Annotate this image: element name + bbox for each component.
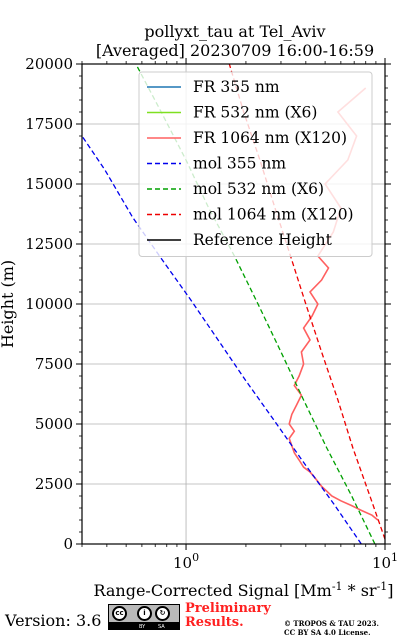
- y-tick-label: 5000: [35, 415, 73, 433]
- sa-label: SA: [158, 624, 165, 630]
- legend-entry: Reference Height: [193, 231, 333, 249]
- legend-entry: FR 355 nm: [193, 78, 280, 96]
- y-tick-label: 10000: [25, 295, 73, 313]
- legend-entry: FR 532 nm (X6): [193, 104, 317, 122]
- x-axis-label: Range-Corrected Signal [Mm-1 * sr-1]: [93, 580, 393, 600]
- by-icon: i: [137, 606, 152, 621]
- preliminary-line2: Results.: [185, 615, 244, 630]
- axis-labels: Height (m) Range-Corrected Signal [Mm-1 *…: [0, 260, 394, 600]
- chart-title-line2: [Averaged] 20230709 16:00-16:59: [95, 41, 375, 60]
- legend-entry: mol 1064 nm (X120): [193, 206, 354, 224]
- y-tick-label: 7500: [35, 355, 73, 373]
- y-tick-label: 2500: [35, 475, 73, 493]
- preliminary-line1: Preliminary: [185, 601, 271, 616]
- cc-icon: cc: [112, 606, 127, 621]
- copyright-notice: © TROPOS & TAU 2023. CC BY SA 4.0 Licens…: [284, 619, 379, 637]
- x-tick-label: 101: [372, 551, 398, 572]
- y-tick-label: 0: [63, 535, 73, 553]
- by-label: BY: [139, 624, 146, 630]
- legend-entry: mol 532 nm (X6): [193, 180, 324, 198]
- y-axis-label: Height (m): [0, 260, 17, 348]
- series-line: [135, 64, 376, 544]
- copyright-line2: CC BY SA 4.0 License.: [284, 628, 371, 637]
- y-tick-label: 12500: [25, 235, 73, 253]
- y-tick-label: 20000: [25, 55, 73, 73]
- y-tick-label: 17500: [25, 115, 73, 133]
- legend-entry: mol 355 nm: [193, 155, 286, 173]
- legend: FR 355 nm FR 532 nm (X6) FR 1064 nm (X120)…: [138, 71, 373, 257]
- y-tick-label: 15000: [25, 175, 73, 193]
- version-label: Version: 3.6: [5, 611, 102, 630]
- cc-license-badge: cc i ↻ BY SA: [108, 604, 180, 630]
- series-line: [82, 135, 362, 544]
- preliminary-notice: Preliminary Results.: [185, 602, 271, 630]
- axis-ticks: 0 2500 5000 7500 10000 12500 15000 17500 20000 10…: [25, 55, 398, 572]
- copyright-line1: © TROPOS & TAU 2023.: [284, 619, 379, 628]
- legend-box: [138, 71, 373, 257]
- chart-title-line1: pollyxt_tau at Tel_Aviv: [144, 22, 326, 41]
- x-tick-label: 100: [173, 551, 199, 572]
- legend-entry: FR 1064 nm (X120): [193, 129, 347, 147]
- sa-icon: ↻: [155, 606, 170, 621]
